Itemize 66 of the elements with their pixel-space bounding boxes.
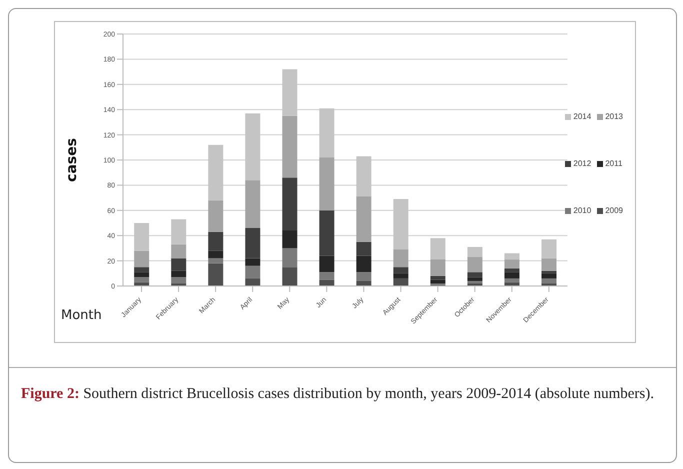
bar (319, 272, 334, 280)
bar (319, 210, 334, 256)
bar (504, 272, 520, 278)
bar (134, 267, 150, 272)
bar (208, 232, 224, 251)
legend-label: 2012 (572, 159, 592, 168)
bar (393, 267, 408, 274)
bar (245, 180, 260, 228)
bar (541, 273, 556, 278)
bar (171, 270, 186, 278)
bar (504, 278, 520, 282)
bar (467, 277, 482, 281)
bar (430, 280, 446, 284)
bar (504, 268, 520, 272)
legend-label: 2010 (572, 206, 592, 215)
caption: Figure 2: Southern district Brucellosis cases distribution by month, years 2009-2014 (absolute numbers). (21, 386, 654, 402)
bar (245, 278, 260, 286)
bar (541, 239, 556, 258)
bar (282, 178, 298, 231)
bar (245, 266, 260, 278)
legend-label: 2013 (604, 112, 623, 121)
bar (282, 116, 298, 178)
legend-label: 2014 (572, 112, 592, 121)
bar (134, 272, 150, 278)
bar (467, 257, 482, 272)
bar (541, 258, 556, 271)
bar (319, 280, 334, 286)
bar (134, 282, 150, 286)
bar (208, 250, 224, 258)
bar (208, 258, 224, 264)
bar (356, 272, 372, 281)
bar (282, 267, 298, 286)
bar (319, 256, 334, 272)
bar (319, 157, 334, 210)
bar (245, 228, 260, 258)
bar (134, 277, 150, 282)
bar (282, 248, 298, 268)
bar (393, 278, 408, 286)
y-axis-title: cases (64, 138, 80, 182)
bar (541, 278, 556, 284)
bar (504, 282, 520, 286)
bar (171, 277, 186, 284)
bar (171, 258, 186, 271)
bar (356, 256, 372, 272)
bar (504, 260, 520, 268)
bar (134, 250, 150, 268)
bar (467, 272, 482, 278)
legend-label: 2009 (604, 206, 623, 215)
legend-label: 2011 (604, 159, 622, 168)
bar (430, 238, 446, 260)
bar (430, 260, 446, 276)
bar (208, 200, 224, 232)
bar (245, 258, 260, 266)
bar (282, 230, 298, 248)
bar (467, 280, 482, 284)
bar (504, 253, 520, 260)
bar (356, 196, 372, 242)
bar (430, 276, 446, 280)
x-axis-title: Month (61, 308, 102, 323)
bar (393, 249, 408, 268)
bar (208, 263, 224, 286)
bar (356, 242, 372, 256)
bar (171, 244, 186, 258)
bar (393, 273, 408, 278)
bar (467, 246, 482, 258)
bar (541, 270, 556, 274)
